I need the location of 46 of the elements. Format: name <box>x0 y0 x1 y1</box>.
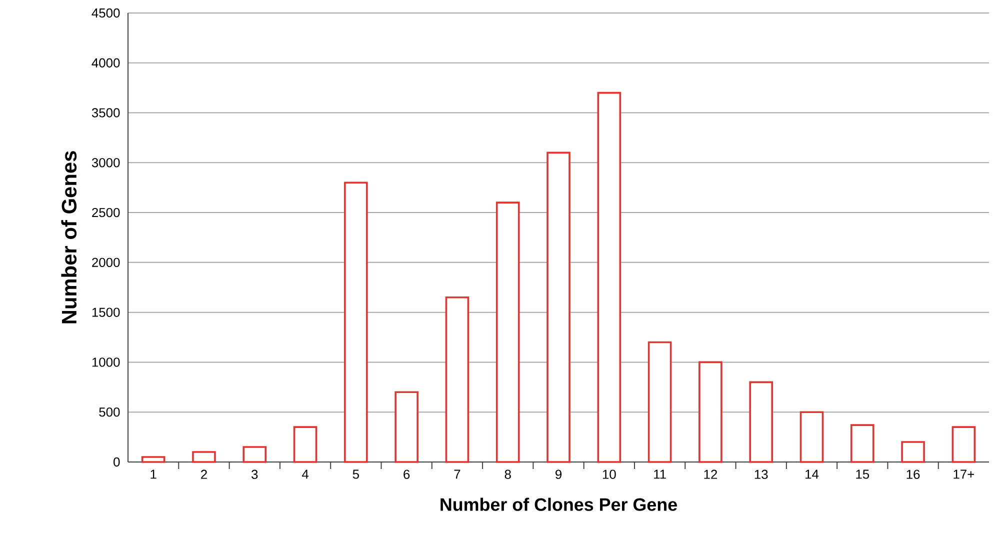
x-tick-label: 12 <box>704 470 717 479</box>
bar <box>445 296 470 463</box>
x-tick-label: 14 <box>806 470 819 479</box>
x-tick-label: 4 <box>302 470 308 479</box>
bar <box>344 182 368 463</box>
x-tick-label: 1 <box>150 470 156 479</box>
bar <box>698 361 722 463</box>
bar <box>242 446 267 463</box>
y-tick-label: 3500 <box>92 108 120 118</box>
y-tick-label: 1000 <box>92 358 120 367</box>
x-tick-label: 7 <box>454 470 460 479</box>
bar <box>192 451 216 463</box>
y-tick-label: 500 <box>99 408 120 417</box>
x-tick-label: 8 <box>504 470 511 479</box>
x-tick-label: 16 <box>906 470 920 479</box>
bar <box>597 92 622 463</box>
y-tick-label: 2500 <box>92 208 120 218</box>
bar <box>394 391 418 463</box>
bar <box>800 411 824 463</box>
x-tick-label: 3 <box>252 470 258 479</box>
bar <box>648 341 672 463</box>
y-tick-label: 2000 <box>92 258 120 268</box>
y-tick-label: 4000 <box>92 58 120 68</box>
x-tick-label: 9 <box>556 470 562 479</box>
y-tick-label: 3000 <box>92 158 120 168</box>
bar <box>546 152 570 463</box>
bar <box>952 426 976 463</box>
bar <box>901 441 925 463</box>
bar <box>293 426 318 463</box>
x-axis-title: Number of Clones Per Gene <box>440 498 677 511</box>
y-tick-label: 4500 <box>92 8 120 18</box>
x-tick-label: 10 <box>602 470 616 479</box>
y-tick-label: 0 <box>114 457 120 467</box>
x-tick-label: 2 <box>201 470 207 479</box>
x-tick-label: 15 <box>856 470 870 479</box>
bar <box>850 424 874 463</box>
x-tick-label: 13 <box>754 470 768 479</box>
x-tick-label: 17+ <box>954 470 974 479</box>
y-tick-label: 1500 <box>92 308 120 317</box>
bar <box>749 381 773 463</box>
bar <box>496 202 520 463</box>
x-tick-label: 11 <box>654 470 666 479</box>
bar <box>141 456 166 463</box>
x-tick-label: 6 <box>404 470 410 479</box>
x-tick-label: 5 <box>352 470 359 479</box>
y-axis-title: Number of Genes <box>61 151 77 324</box>
